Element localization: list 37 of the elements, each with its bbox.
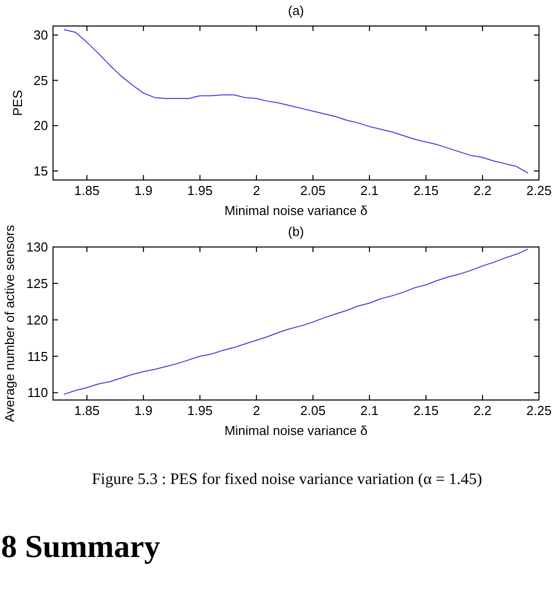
y-tick-label: 130 xyxy=(26,240,48,254)
y-tick-label: 20 xyxy=(34,118,48,134)
x-tick-label: 2.2 xyxy=(473,183,492,198)
x-tick-label: 1.85 xyxy=(74,183,100,198)
chart-title: (b) xyxy=(288,224,304,239)
x-tick-label: 2 xyxy=(252,403,260,418)
y-axis-title: Average number of active sensors xyxy=(2,224,17,422)
x-tick-label: 1.9 xyxy=(134,183,152,198)
chart-title: (a) xyxy=(288,3,304,18)
x-tick-label: 2.1 xyxy=(360,403,379,418)
x-tick-label: 2 xyxy=(252,183,260,198)
x-tick-label: 2.1 xyxy=(360,183,379,198)
x-tick-label: 2.05 xyxy=(300,183,326,198)
y-tick-label: 110 xyxy=(27,385,48,400)
y-axis-title: PES xyxy=(10,90,25,116)
y-tick-label: 125 xyxy=(26,276,48,291)
text: 8 Summary xyxy=(1,528,160,564)
x-axis-title: Minimal noise variance δ xyxy=(224,423,368,438)
y-tick-label: 15 xyxy=(34,163,48,178)
x-tick-label: 2.05 xyxy=(300,403,326,418)
x-tick-label: 2.15 xyxy=(413,183,439,198)
y-tick-label: 25 xyxy=(34,72,48,88)
y-tick-label: 120 xyxy=(26,312,48,328)
x-tick-label: 2.25 xyxy=(526,183,552,198)
y-tick-label: 115 xyxy=(27,348,48,364)
x-tick-label: 2.2 xyxy=(473,403,492,418)
line-series xyxy=(64,29,528,174)
x-tick-label: 1.85 xyxy=(74,403,100,418)
line-series xyxy=(64,248,528,395)
x-tick-label: 1.95 xyxy=(187,403,213,418)
x-tick-label: 2.25 xyxy=(526,403,552,418)
caption: Figure 5.3 : PES for fixed noise variance variation (α = 1.45) xyxy=(92,471,482,488)
y-tick-label: 30 xyxy=(34,28,48,43)
x-tick-label: 2.15 xyxy=(413,403,439,418)
x-axis-title: Minimal noise variance δ xyxy=(224,203,368,218)
x-tick-label: 1.95 xyxy=(187,183,213,198)
x-tick-label: 1.9 xyxy=(134,403,152,418)
